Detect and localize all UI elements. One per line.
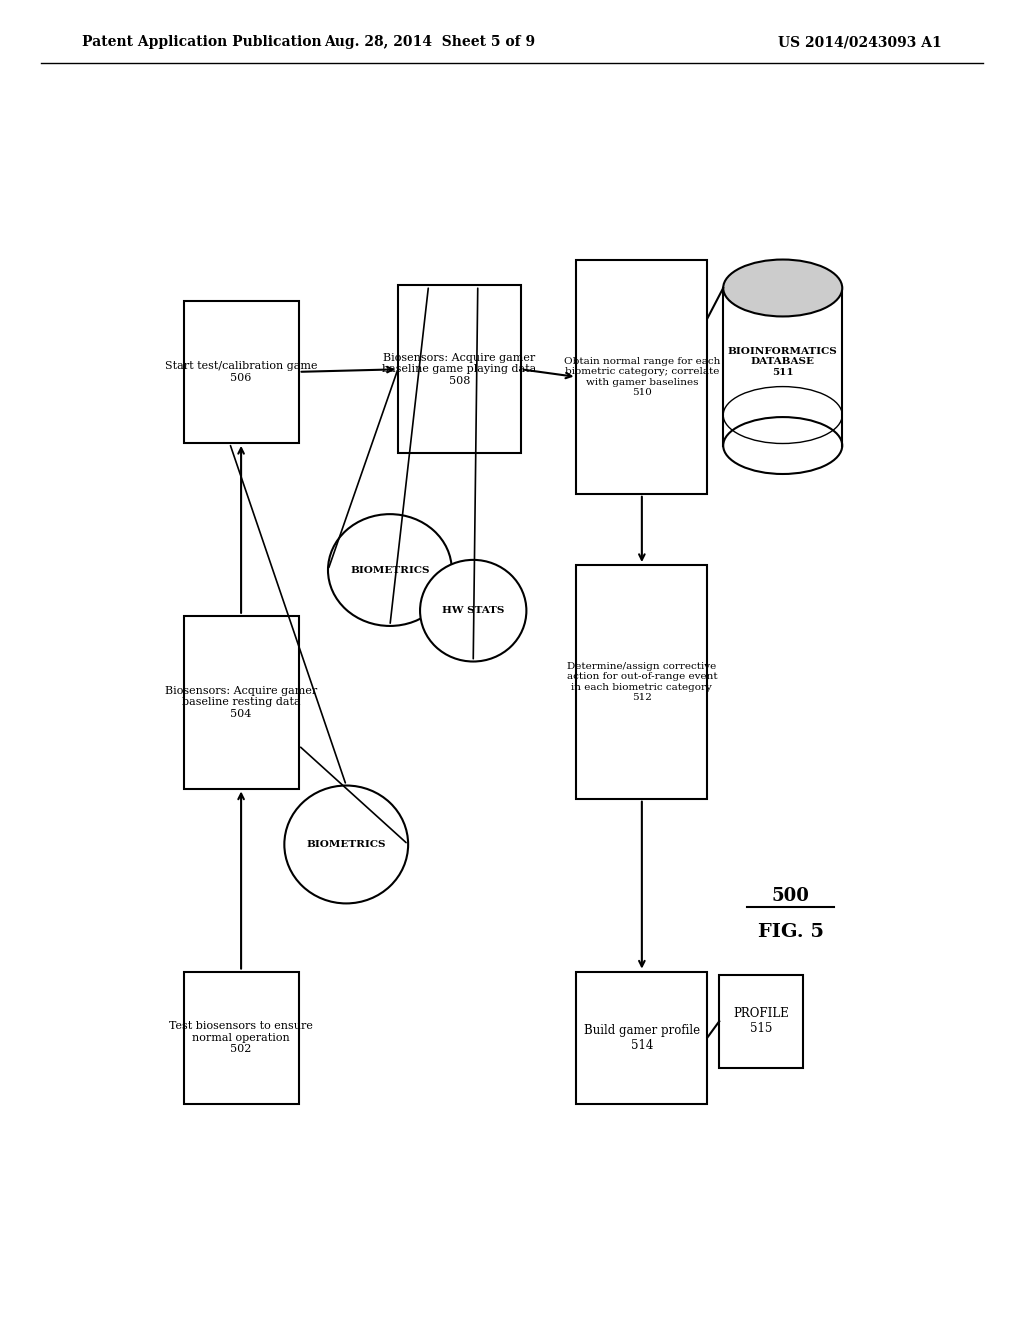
Bar <box>577 972 708 1104</box>
Text: Test biosensors to ensure
normal operation
502: Test biosensors to ensure normal operati… <box>169 1020 313 1055</box>
Bar <box>723 288 842 446</box>
Bar <box>577 260 708 494</box>
Bar <box>183 972 299 1104</box>
Text: Obtain normal range for each
biometric category; correlate
with gamer baselines
: Obtain normal range for each biometric c… <box>563 356 720 397</box>
Bar <box>183 615 299 788</box>
Ellipse shape <box>285 785 409 903</box>
Text: FIG. 5: FIG. 5 <box>758 923 823 941</box>
Text: Start test/calibration game
506: Start test/calibration game 506 <box>165 362 317 383</box>
Text: BIOINFORMATICS
DATABASE
511: BIOINFORMATICS DATABASE 511 <box>728 347 838 376</box>
Text: Determine/assign corrective
action for out-of-range event
in each biometric cate: Determine/assign corrective action for o… <box>566 661 717 702</box>
Text: Biosensors: Acquire gamer
baseline resting data
504: Biosensors: Acquire gamer baseline resti… <box>165 685 317 719</box>
Text: PROFILE
515: PROFILE 515 <box>733 1007 788 1035</box>
Text: HW STATS: HW STATS <box>442 606 505 615</box>
Ellipse shape <box>723 260 842 317</box>
Text: 500: 500 <box>772 887 810 906</box>
Ellipse shape <box>723 417 842 474</box>
Text: Aug. 28, 2014  Sheet 5 of 9: Aug. 28, 2014 Sheet 5 of 9 <box>325 36 536 49</box>
Text: Build gamer profile
514: Build gamer profile 514 <box>584 1023 700 1052</box>
Text: US 2014/0243093 A1: US 2014/0243093 A1 <box>778 36 942 49</box>
Ellipse shape <box>328 515 452 626</box>
Bar <box>183 301 299 444</box>
Bar <box>719 974 803 1068</box>
Bar <box>397 285 521 453</box>
Text: Biosensors: Acquire gamer
baseline game playing data
508: Biosensors: Acquire gamer baseline game … <box>382 352 537 385</box>
Ellipse shape <box>420 560 526 661</box>
Text: BIOMETRICS: BIOMETRICS <box>306 840 386 849</box>
Text: Patent Application Publication: Patent Application Publication <box>82 36 322 49</box>
Bar <box>577 565 708 799</box>
Text: BIOMETRICS: BIOMETRICS <box>350 565 430 574</box>
